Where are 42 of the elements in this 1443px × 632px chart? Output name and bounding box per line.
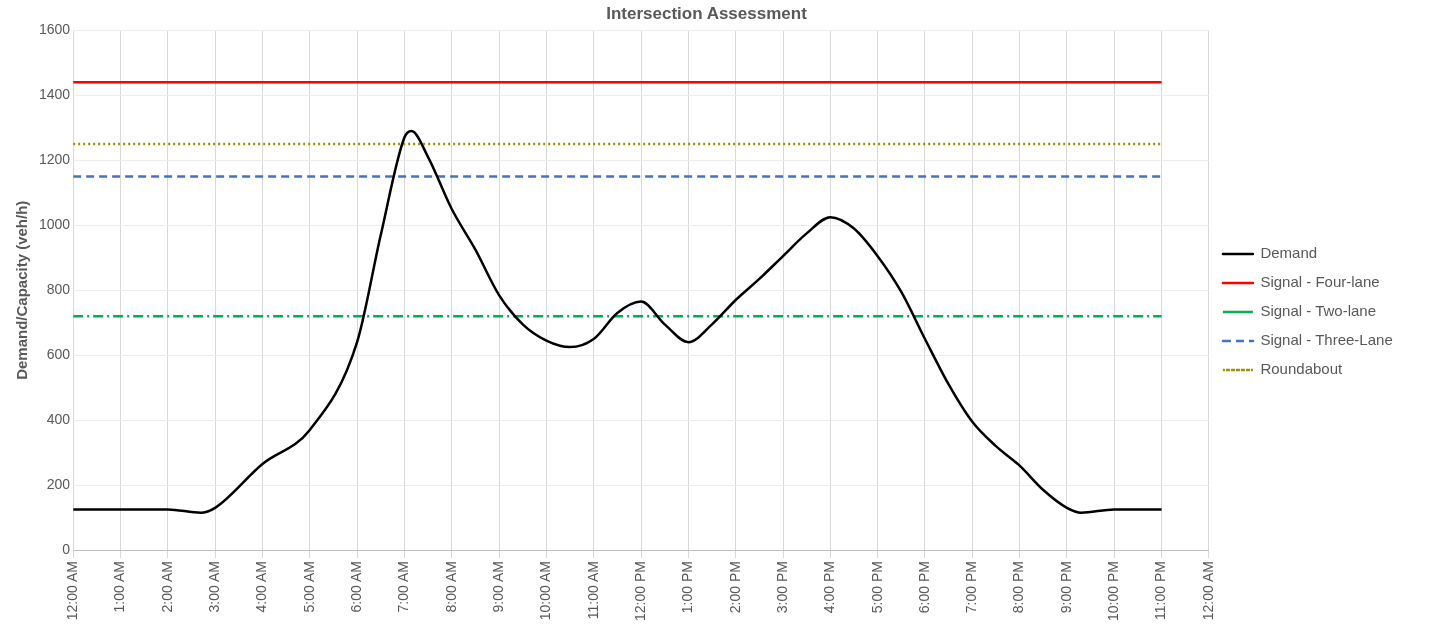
x-tick-label: 7:00 AM [395, 561, 412, 613]
x-tick-label: 11:00 AM [584, 561, 601, 620]
x-tick-label: 7:00 PM [963, 561, 980, 614]
x-tick-label: 12:00 AM [1199, 561, 1216, 621]
x-tick-label: 8:00 PM [1010, 561, 1027, 614]
x-tick-label: 4:00 PM [821, 561, 838, 614]
y-tick-label: 1200 [38, 151, 71, 168]
x-tick-label: 12:00 AM [64, 561, 80, 621]
x-tick-label: 1:00 AM [111, 561, 128, 613]
x-tick-label: 11:00 PM [1152, 561, 1169, 620]
x-tick-label: 9:00 PM [1057, 561, 1074, 614]
x-tick-label: 9:00 AM [489, 561, 506, 613]
x-tick-label: 5:00 PM [868, 561, 885, 614]
x-tick-label: 8:00 AM [442, 561, 459, 613]
x-tick-label: 6:00 PM [915, 561, 932, 614]
chart-title: Intersection Assessment [606, 3, 808, 23]
y-tick-label: 800 [46, 281, 71, 298]
y-tick-label: 400 [46, 411, 71, 428]
y-tick-label: 0 [62, 540, 71, 557]
legend-label: Roundabout [1260, 360, 1343, 378]
line-series [73, 129, 1163, 514]
y-tick-label: 200 [46, 475, 71, 492]
legend-label: Signal - Two-lane [1260, 302, 1377, 320]
x-tick-label: 10:00 AM [537, 561, 554, 621]
x-tick-label: 3:00 PM [773, 561, 790, 614]
x-tick-label: 1:00 PM [679, 561, 696, 614]
legend-label: Demand [1260, 244, 1318, 262]
y-tick-label: 600 [46, 346, 71, 363]
x-tick-label: 5:00 AM [300, 561, 317, 613]
x-tick-label: 3:00 AM [205, 561, 222, 613]
x-tick-label: 12:00 PM [631, 561, 648, 622]
x-tick-label: 4:00 AM [253, 561, 270, 613]
legend-label: Signal - Four-lane [1260, 273, 1380, 291]
y-tick-label: 1000 [38, 216, 71, 233]
x-tick-label: 2:00 PM [726, 561, 743, 614]
x-tick-label: 10:00 PM [1105, 561, 1122, 622]
y-tick-label: 1400 [38, 86, 71, 103]
x-tick-label: 2:00 AM [158, 561, 175, 613]
legend-label: Signal - Three-Lane [1260, 331, 1393, 349]
y-tick-label: 1600 [38, 21, 71, 38]
x-tick-label: 6:00 AM [347, 561, 364, 613]
y-axis-title: Demand/Capacity (veh/h) [13, 200, 31, 380]
